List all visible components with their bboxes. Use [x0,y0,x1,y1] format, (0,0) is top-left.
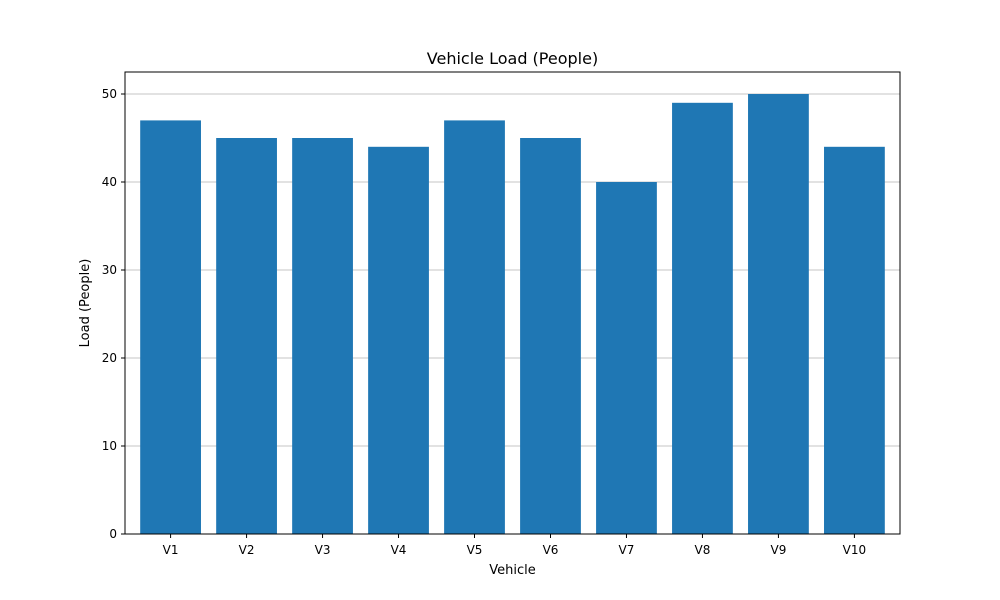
x-tick-label: V9 [771,543,787,557]
x-axis-label: Vehicle [489,563,536,578]
y-tick-label: 20 [102,351,117,365]
x-tick-label: V1 [163,543,179,557]
y-tick-label: 40 [102,175,117,189]
bars [140,94,885,535]
x-tick-label: V10 [843,543,866,557]
bar-v3 [292,138,353,534]
y-axis-label: Load (People) [78,259,93,348]
plot-frame [124,71,901,535]
x-tick-label: V3 [315,543,331,557]
bar-v10 [824,146,885,535]
bar-v8 [672,102,733,535]
x-tick-label: V5 [467,543,483,557]
bar-v5 [444,120,505,535]
bar-v1 [140,120,201,535]
x-tick-label: V4 [391,543,407,557]
y-tick-label: 50 [102,87,117,101]
x-tick-label: V6 [543,543,559,557]
y-tick-label: 10 [102,439,117,453]
bar-v6 [520,138,581,534]
y-ticks: 0 10 20 30 40 50 [102,87,125,541]
bar-v7 [596,182,657,534]
bar-v2 [216,138,277,534]
bar-v4 [368,146,429,535]
x-ticks: V1 V2 V3 V4 V5 V6 V7 V8 V9 V10 [163,534,866,557]
x-tick-label: V2 [239,543,255,557]
x-tick-label: V8 [695,543,711,557]
chart-title: Vehicle Load (People) [427,49,598,68]
y-tick-label: 0 [109,527,117,541]
y-tick-label: 30 [102,263,117,277]
bar-v9 [748,94,809,534]
x-tick-label: V7 [619,543,635,557]
